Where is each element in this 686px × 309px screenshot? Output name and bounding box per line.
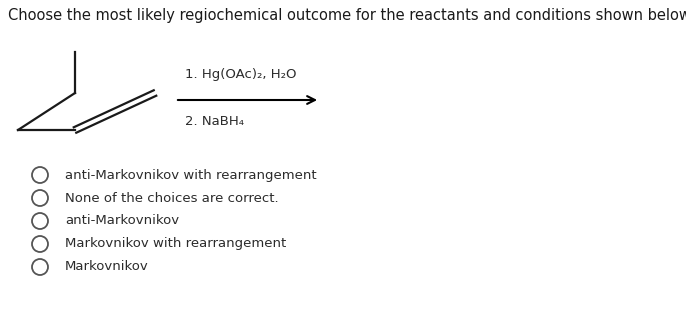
Text: 1. Hg(OAc)₂, H₂O: 1. Hg(OAc)₂, H₂O (185, 68, 296, 81)
Text: anti-Markovnikov with rearrangement: anti-Markovnikov with rearrangement (65, 168, 317, 181)
Text: anti-Markovnikov: anti-Markovnikov (65, 214, 179, 227)
Text: 2. NaBH₄: 2. NaBH₄ (185, 115, 244, 128)
Text: None of the choices are correct.: None of the choices are correct. (65, 192, 279, 205)
Text: Markovnikov: Markovnikov (65, 260, 149, 273)
Text: Markovnikov with rearrangement: Markovnikov with rearrangement (65, 238, 286, 251)
Text: Choose the most likely regiochemical outcome for the reactants and conditions sh: Choose the most likely regiochemical out… (8, 8, 686, 23)
